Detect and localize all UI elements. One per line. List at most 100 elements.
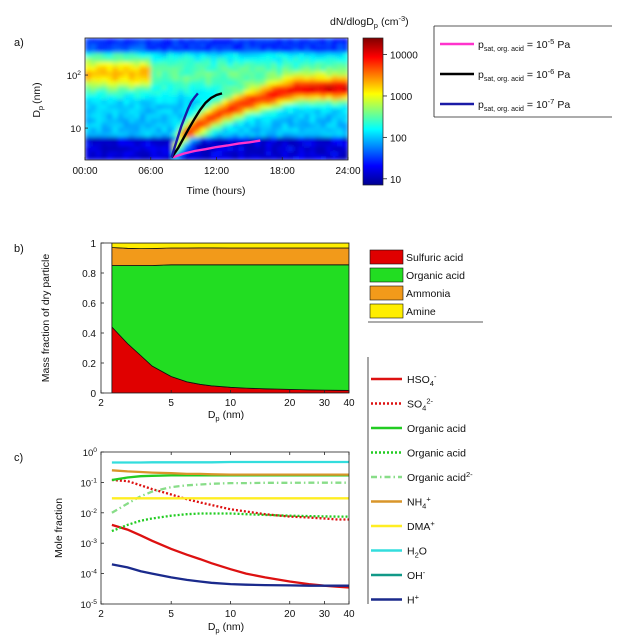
heatmap-cell xyxy=(238,117,245,124)
heatmap-cell xyxy=(85,38,92,44)
heatmap-cell xyxy=(243,42,250,48)
b-ytick-label: 1 xyxy=(90,239,96,250)
heatmap-cell xyxy=(145,136,152,142)
heatmap-cell xyxy=(205,42,212,48)
heatmap-cell xyxy=(117,155,124,160)
heatmap-cell xyxy=(134,80,141,86)
legend-label: Organic acid xyxy=(407,448,466,460)
heatmap-cell xyxy=(287,108,294,114)
heatmap-cell xyxy=(216,75,223,81)
heatmap-cell xyxy=(161,70,168,77)
heatmap-cell xyxy=(156,150,163,156)
heatmap-cell xyxy=(200,75,207,81)
heatmap-cell xyxy=(315,99,322,105)
heatmap-cell xyxy=(85,99,92,105)
heatmap-cell xyxy=(342,47,348,53)
heatmap-cell xyxy=(227,136,234,142)
heatmap-cell xyxy=(194,122,201,128)
heatmap-cell xyxy=(145,99,152,105)
heatmap-cell xyxy=(112,108,119,114)
heatmap-cell xyxy=(139,113,146,119)
heatmap-cell xyxy=(326,70,333,77)
heatmap-cell xyxy=(150,136,157,142)
heatmap-cell xyxy=(282,108,289,114)
heatmap-cell xyxy=(276,103,283,109)
heatmap-cell xyxy=(128,155,135,160)
heatmap-cell xyxy=(271,141,278,147)
heatmap-cell xyxy=(128,47,135,53)
heatmap-cell xyxy=(161,38,168,44)
heatmap-cell xyxy=(337,136,344,142)
c-ytick-label: 10-3 xyxy=(81,538,98,550)
heatmap-cell xyxy=(331,89,338,95)
heatmap-cell xyxy=(260,94,267,100)
heatmap-cell xyxy=(172,94,179,100)
heatmap-cell xyxy=(265,127,272,133)
heatmap-cell xyxy=(200,122,207,128)
heatmap-cell xyxy=(117,136,124,142)
heatmap-cell xyxy=(276,141,283,147)
heatmap-cell xyxy=(85,56,92,63)
heatmap-cell xyxy=(232,113,240,119)
heatmap-cell xyxy=(194,56,201,63)
heatmap-cell xyxy=(271,56,278,63)
heatmap-cell xyxy=(293,89,300,95)
heatmap-cell xyxy=(101,52,108,58)
legend-base: NH xyxy=(407,497,422,509)
heatmap-cell xyxy=(156,84,163,91)
heatmap-cell xyxy=(85,70,92,77)
heatmap-cell xyxy=(101,66,108,72)
legend-label: H2O xyxy=(407,546,427,560)
legend-label: Sulfuric acid xyxy=(406,252,463,264)
heatmap-cell xyxy=(200,117,207,124)
heatmap-cell xyxy=(128,103,135,109)
heatmap-cell xyxy=(293,127,300,133)
heatmap-cell xyxy=(216,94,223,100)
heatmap-cell xyxy=(221,42,229,48)
heatmap-cell xyxy=(227,122,234,128)
legend-label: psat, org. acid = 10-5 Pa xyxy=(478,37,570,53)
heatmap-cell xyxy=(282,84,289,91)
heatmap-cell xyxy=(287,99,294,105)
heatmap-cell xyxy=(337,145,344,152)
heatmap-cell xyxy=(90,131,97,138)
heatmap-cell xyxy=(95,70,103,77)
heatmap-cell xyxy=(134,75,141,81)
heatmap-cell xyxy=(167,42,174,48)
heatmap-cell xyxy=(200,80,207,86)
heatmap-cell xyxy=(156,122,163,128)
heatmap-cell xyxy=(194,61,201,67)
heatmap-cell xyxy=(167,80,174,86)
heatmap-cell xyxy=(134,56,141,63)
heatmap-cell xyxy=(156,131,163,138)
heatmap-cell xyxy=(331,75,338,81)
heatmap-cell xyxy=(101,150,108,156)
heatmap-cell xyxy=(276,52,283,58)
heatmap-cell xyxy=(194,84,201,91)
heatmap-cell xyxy=(95,141,103,147)
heatmap-cell xyxy=(172,155,179,160)
legend-label: Organic acid xyxy=(407,423,466,435)
c-xtick-label: 40 xyxy=(343,609,355,620)
heatmap-cell xyxy=(309,42,316,48)
heatmap-cell xyxy=(211,113,218,119)
heatmap-cell xyxy=(221,136,229,142)
heatmap-cell xyxy=(309,75,316,81)
heatmap-cell xyxy=(315,42,322,48)
heatmap-cell xyxy=(211,141,218,147)
heatmap-cell xyxy=(117,89,124,95)
heatmap-cell xyxy=(134,47,141,53)
heatmap-cell xyxy=(238,113,245,119)
c-ytick-label: 100 xyxy=(83,447,98,459)
heatmap-cell xyxy=(101,99,108,105)
heatmap-cell xyxy=(276,131,283,138)
heatmap-cell xyxy=(172,113,179,119)
heatmap-cell xyxy=(309,56,316,63)
heatmap-cell xyxy=(200,42,207,48)
heatmap-cell xyxy=(331,103,338,109)
a-xtick-label: 12:00 xyxy=(204,166,229,177)
heatmap-cell xyxy=(238,127,245,133)
heatmap-cell xyxy=(282,42,289,48)
heatmap-cell xyxy=(123,84,130,91)
